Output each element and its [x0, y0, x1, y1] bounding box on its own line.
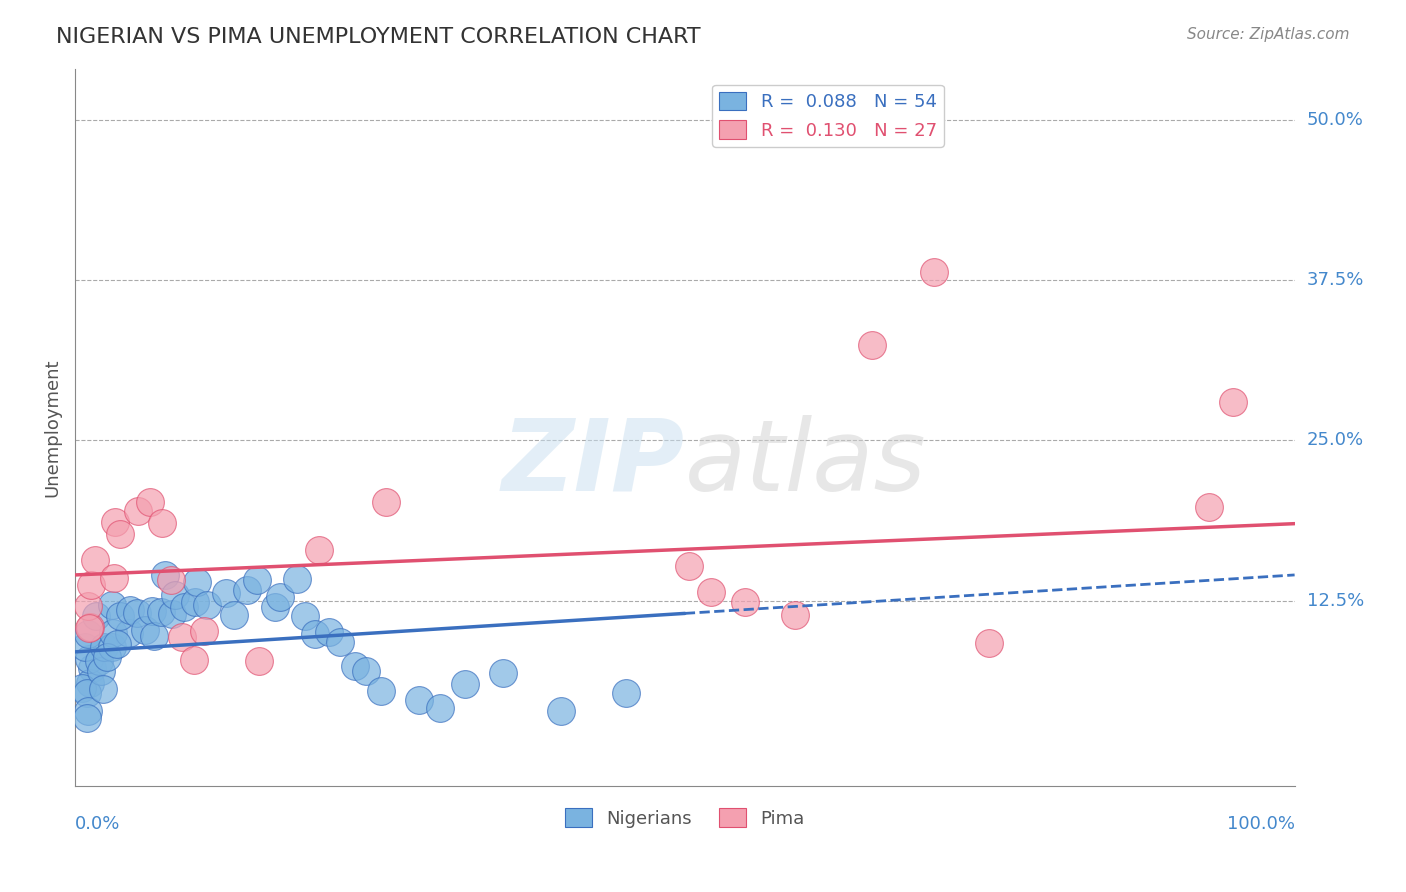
Point	[103, 626, 125, 640]
Point	[356, 664, 378, 678]
Point	[141, 604, 163, 618]
Point	[197, 599, 219, 613]
Point	[101, 598, 124, 612]
Point	[73, 640, 96, 654]
Point	[79, 676, 101, 690]
Point	[105, 637, 128, 651]
Point	[80, 661, 103, 675]
Point	[408, 693, 430, 707]
Point	[77, 599, 100, 614]
Point	[1198, 500, 1220, 514]
Point	[263, 600, 285, 615]
Point	[215, 586, 238, 600]
Point	[76, 711, 98, 725]
Point	[159, 573, 181, 587]
Point	[79, 620, 101, 634]
Point	[138, 495, 160, 509]
Text: 25.0%: 25.0%	[1306, 432, 1364, 450]
Point	[374, 495, 396, 509]
Point	[84, 608, 107, 623]
Point	[318, 625, 340, 640]
Point	[308, 542, 330, 557]
Text: 12.5%: 12.5%	[1306, 591, 1364, 609]
Point	[699, 585, 721, 599]
Point	[269, 590, 291, 604]
Text: 0.0%: 0.0%	[75, 815, 121, 833]
Point	[118, 603, 141, 617]
Point	[429, 700, 451, 714]
Text: Source: ZipAtlas.com: Source: ZipAtlas.com	[1187, 27, 1350, 42]
Point	[77, 626, 100, 640]
Text: 37.5%: 37.5%	[1306, 271, 1364, 289]
Point	[246, 574, 269, 588]
Point	[108, 526, 131, 541]
Point	[160, 607, 183, 621]
Text: ZIP: ZIP	[502, 415, 685, 512]
Point	[785, 608, 807, 623]
Text: atlas: atlas	[685, 415, 927, 512]
Point	[616, 686, 638, 700]
Point	[80, 578, 103, 592]
Point	[143, 629, 166, 643]
Text: 100.0%: 100.0%	[1226, 815, 1295, 833]
Text: NIGERIAN VS PIMA UNEMPLOYMENT CORRELATION CHART: NIGERIAN VS PIMA UNEMPLOYMENT CORRELATIO…	[56, 27, 700, 46]
Point	[101, 640, 124, 654]
Point	[91, 682, 114, 697]
Point	[84, 553, 107, 567]
Point	[77, 621, 100, 635]
Point	[96, 650, 118, 665]
Point	[163, 588, 186, 602]
Point	[90, 665, 112, 679]
Point	[93, 640, 115, 655]
Text: 50.0%: 50.0%	[1306, 111, 1364, 128]
Point	[922, 265, 945, 279]
Point	[184, 595, 207, 609]
Point	[678, 559, 700, 574]
Point	[550, 704, 572, 718]
Point	[294, 609, 316, 624]
Point	[454, 677, 477, 691]
Point	[186, 574, 208, 589]
Point	[343, 658, 366, 673]
Legend: Nigerians, Pima: Nigerians, Pima	[558, 801, 813, 835]
Point	[492, 665, 515, 680]
Point	[860, 338, 883, 352]
Point	[108, 609, 131, 624]
Point	[329, 635, 352, 649]
Point	[150, 516, 173, 531]
Point	[193, 624, 215, 639]
Point	[173, 600, 195, 615]
Y-axis label: Unemployment: Unemployment	[44, 359, 60, 497]
Point	[370, 684, 392, 698]
Point	[70, 681, 93, 695]
Point	[103, 571, 125, 585]
Point	[79, 651, 101, 665]
Point	[734, 595, 756, 609]
Point	[125, 606, 148, 620]
Point	[104, 515, 127, 529]
Point	[247, 654, 270, 668]
Point	[304, 627, 326, 641]
Point	[118, 626, 141, 640]
Point	[224, 607, 246, 622]
Point	[170, 630, 193, 644]
Point	[76, 686, 98, 700]
Point	[236, 582, 259, 597]
Point	[149, 605, 172, 619]
Point	[76, 705, 98, 719]
Point	[285, 572, 308, 586]
Point	[134, 624, 156, 638]
Point	[183, 652, 205, 666]
Point	[977, 636, 1000, 650]
Point	[1222, 395, 1244, 409]
Point	[155, 567, 177, 582]
Point	[127, 503, 149, 517]
Point	[87, 654, 110, 668]
